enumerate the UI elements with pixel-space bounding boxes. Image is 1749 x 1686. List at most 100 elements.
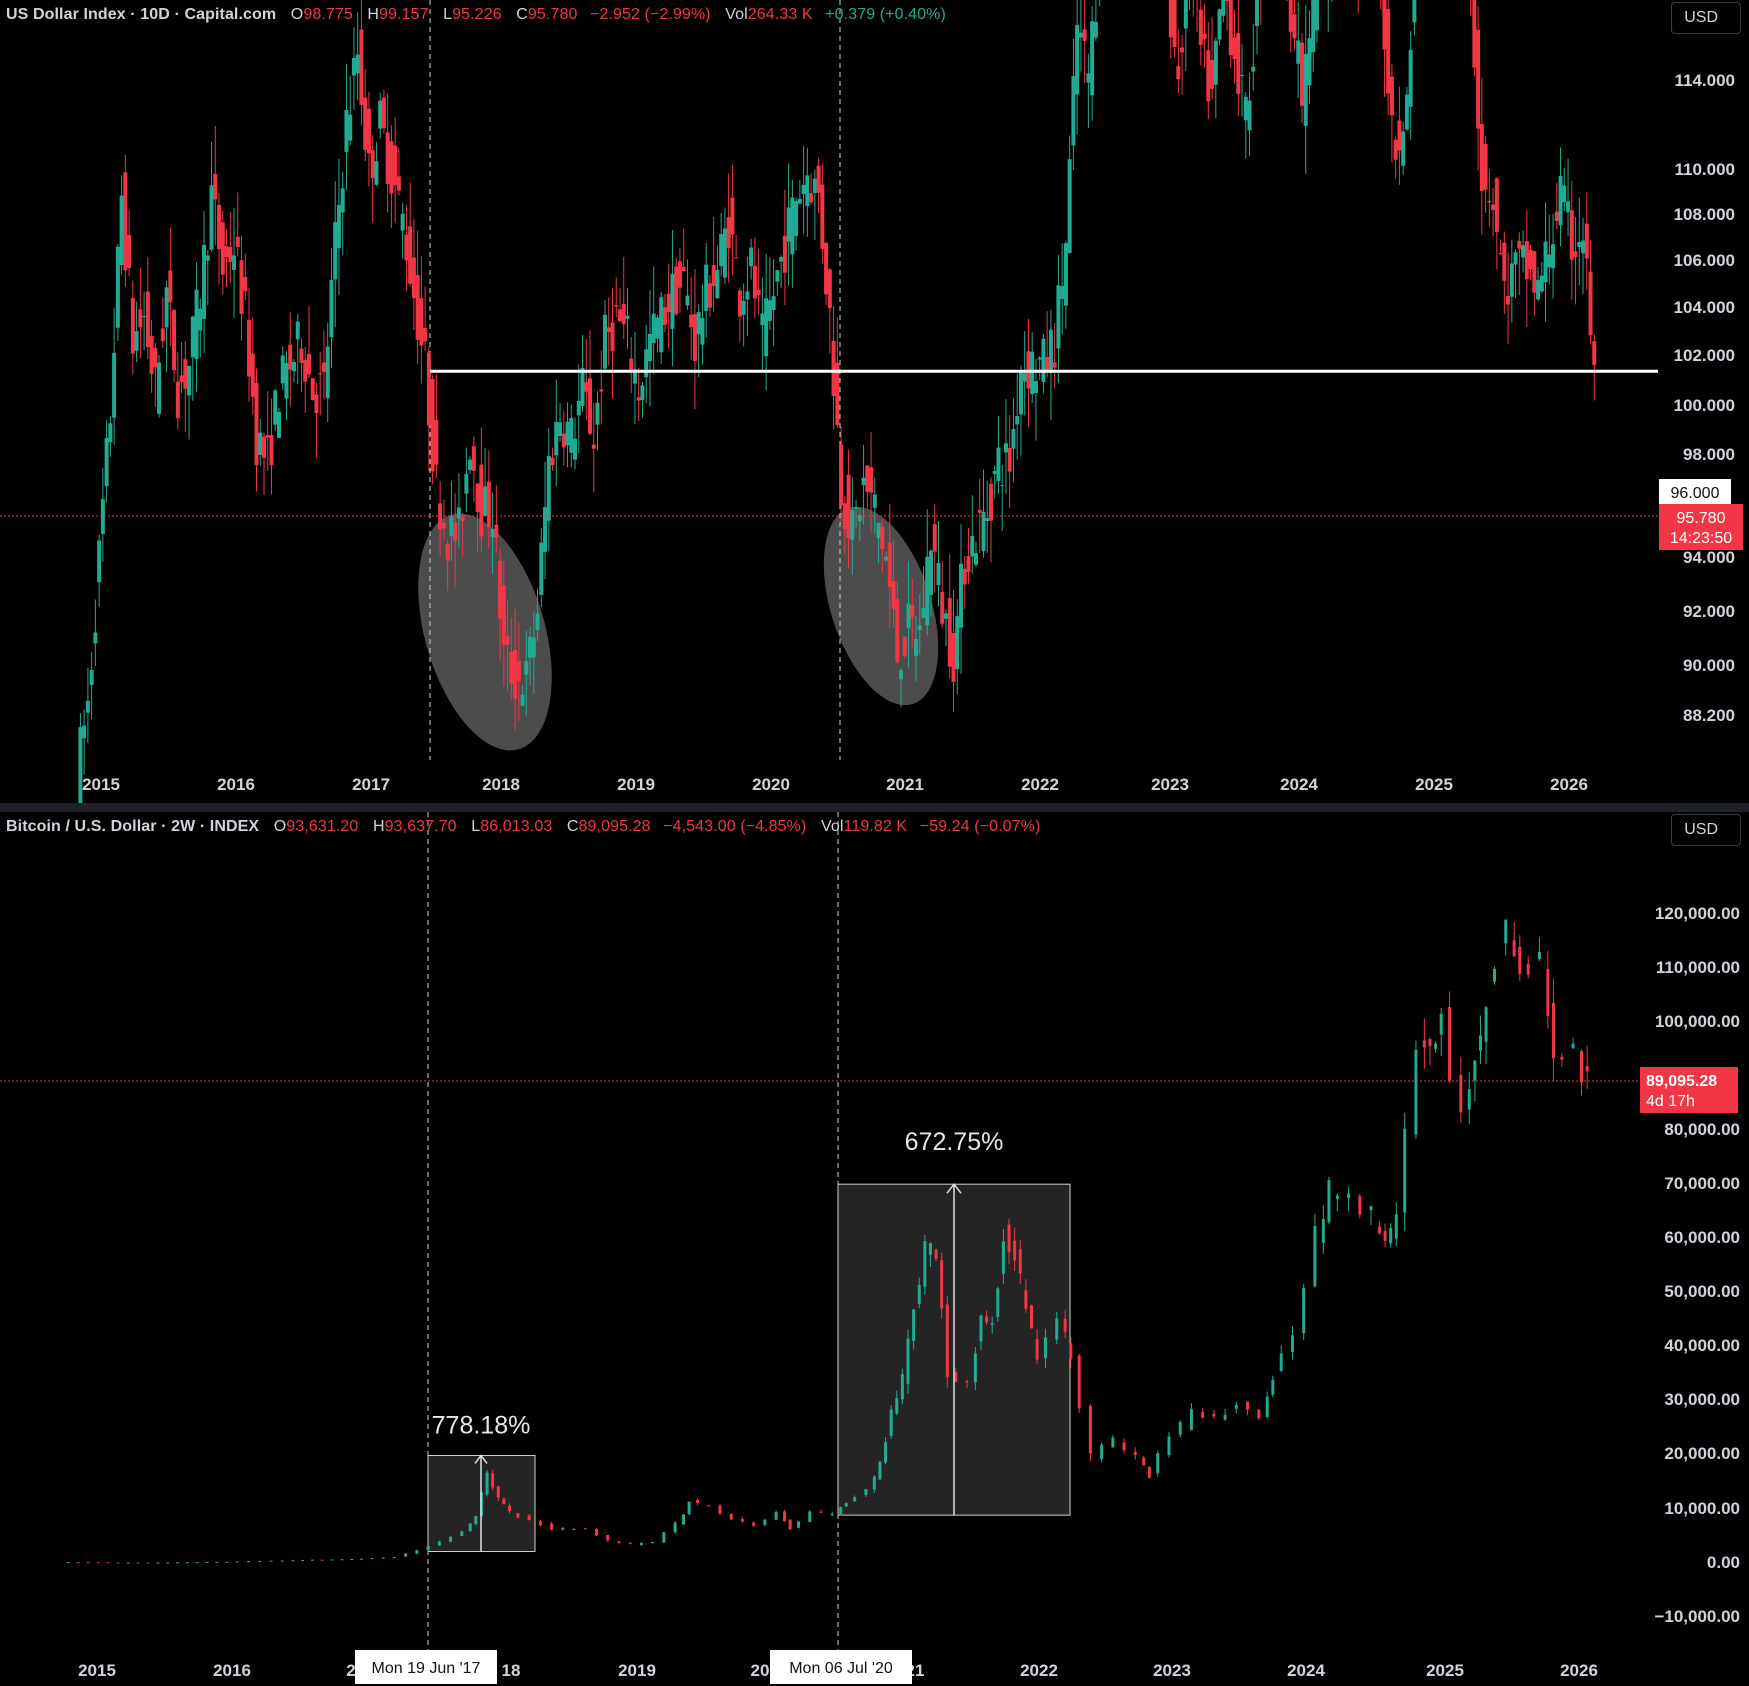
btc-candle-body — [934, 1249, 938, 1259]
dxy-candle-body — [513, 650, 518, 699]
btc-y-tick: 70,000.00 — [1664, 1174, 1740, 1193]
btc-candle-body — [1439, 1013, 1443, 1035]
dxy-candle-body — [1217, 9, 1222, 40]
pane-divider[interactable] — [0, 803, 1749, 812]
btc-candle-body — [687, 1501, 691, 1515]
dxy-candle-body — [914, 639, 919, 656]
dxy-candle-body — [419, 298, 424, 346]
dxy-candle-body — [318, 373, 323, 375]
dxy-candle-body — [531, 637, 536, 658]
dxy-candle-body — [389, 141, 394, 194]
dxy-candle-body — [790, 197, 795, 255]
dxy-candle-body — [1404, 94, 1409, 130]
btc-candle-body — [1212, 1413, 1216, 1417]
dxy-candle-body — [434, 420, 439, 465]
btc-candle-body — [1029, 1305, 1033, 1329]
btc-candle-body — [1389, 1228, 1393, 1244]
dxy-candle-body — [752, 265, 757, 299]
dxy-candle-body — [142, 315, 147, 318]
dxy-candle-body — [1168, 0, 1173, 38]
dxy-countdown-text: 14:23:50 — [1670, 530, 1732, 547]
dxy-candle-body — [400, 213, 405, 231]
dxy-candle-body — [644, 349, 649, 378]
dxy-candle-body — [779, 257, 784, 262]
dxy-candle-body — [1584, 223, 1589, 259]
dxy-candle-body — [254, 382, 259, 466]
dxy-candle-body — [1397, 120, 1402, 151]
dxy-candle-body — [321, 362, 326, 372]
btc-candle-body — [1467, 1089, 1471, 1110]
dxy-x-tick: 2024 — [1280, 775, 1318, 794]
dxy-level-tag-text: 96.000 — [1671, 485, 1720, 502]
dxy-candle-body — [809, 193, 814, 203]
btc-candle-body — [1493, 968, 1497, 982]
dxy-candle-body — [734, 257, 739, 259]
dxy-candle-body — [430, 379, 435, 472]
dxy-candle-body — [1573, 251, 1578, 258]
dxy-candle-body — [1003, 443, 1008, 453]
dxy-candle-body — [1382, 0, 1387, 50]
btc-candle-body — [996, 1288, 1000, 1317]
dxy-candle-body — [445, 543, 450, 561]
btc-candle-body — [1007, 1224, 1011, 1253]
btc-candle-body — [878, 1461, 882, 1480]
btc-candle-body — [1428, 1039, 1432, 1047]
btc-candle-body — [808, 1511, 812, 1522]
dxy-candle-body — [947, 598, 952, 667]
dxy-candle-body — [505, 636, 510, 645]
btc-candle-body — [291, 1560, 295, 1562]
btc-candle-body — [1055, 1318, 1059, 1340]
btc-measure-arrowhead-2017 — [474, 1454, 488, 1464]
btc-candle-body — [839, 1507, 843, 1516]
dxy-chart-pane[interactable]: 114.000 110.000 108.000 106.000 104.000 102.0… — [0, 0, 1749, 805]
dxy-candle-body — [543, 507, 548, 552]
dxy-candle-body — [130, 298, 135, 354]
dxy-candle-body — [1521, 245, 1526, 258]
dxy-candle-body — [1232, 37, 1237, 59]
dxy-candle-body — [175, 381, 180, 419]
dxy-candle-body — [239, 260, 244, 314]
dxy-candle-body — [640, 385, 645, 400]
dxy-y-tick: 104.000 — [1674, 298, 1735, 317]
btc-candle-body — [900, 1374, 904, 1400]
btc-x-tick: 2023 — [1153, 1661, 1191, 1680]
btc-candle-body — [906, 1338, 910, 1384]
btc-candle-body — [491, 1473, 495, 1488]
dxy-candle-body — [1041, 338, 1046, 382]
btc-candle-body — [449, 1536, 453, 1542]
btc-chart-pane[interactable]: 778.18% 672.75% 120,000.00 110,000.00 100,00… — [0, 812, 1749, 1686]
dxy-candle-body — [1408, 49, 1413, 107]
btc-candle-body — [606, 1534, 610, 1541]
btc-candle-body — [912, 1309, 916, 1342]
btc-close: 89,095.28 — [578, 818, 651, 835]
btc-candle-body — [1246, 1401, 1250, 1410]
btc-candle-body — [1448, 1006, 1452, 1081]
dxy-candle-body — [921, 607, 926, 618]
dxy-candle-body — [1060, 286, 1065, 299]
dxy-candle-body — [329, 279, 334, 338]
dxy-candle-body — [303, 360, 308, 382]
dxy-candle-body — [1577, 241, 1582, 247]
dxy-candle-body — [794, 201, 799, 237]
btc-candle-body — [1518, 946, 1522, 974]
btc-vol-change: −59.24 (−0.07%) — [919, 818, 1041, 835]
dxy-candle-body — [573, 438, 578, 460]
dxy-candle-body — [869, 467, 874, 493]
dxy-candle-body — [824, 242, 829, 295]
dxy-candle-body — [1210, 60, 1215, 89]
btc-candle-body — [1335, 1195, 1339, 1200]
btc-candle-body — [176, 1562, 180, 1564]
dxy-candle-body — [265, 435, 270, 438]
dxy-candle-body — [801, 184, 806, 195]
dxy-candle-body — [1018, 372, 1023, 415]
btc-candle-body — [1147, 1466, 1151, 1478]
dxy-candle-body — [1007, 448, 1012, 472]
dxy-currency-button[interactable]: USD — [1671, 2, 1741, 34]
dxy-candle-body — [925, 556, 930, 626]
btc-candle-body — [195, 1562, 199, 1564]
btc-currency-button[interactable]: USD — [1671, 814, 1741, 846]
dxy-candle-body — [741, 300, 746, 315]
dxy-candle-body — [629, 358, 634, 373]
dxy-candle-body — [168, 270, 173, 303]
btc-candle-body — [1257, 1409, 1261, 1419]
